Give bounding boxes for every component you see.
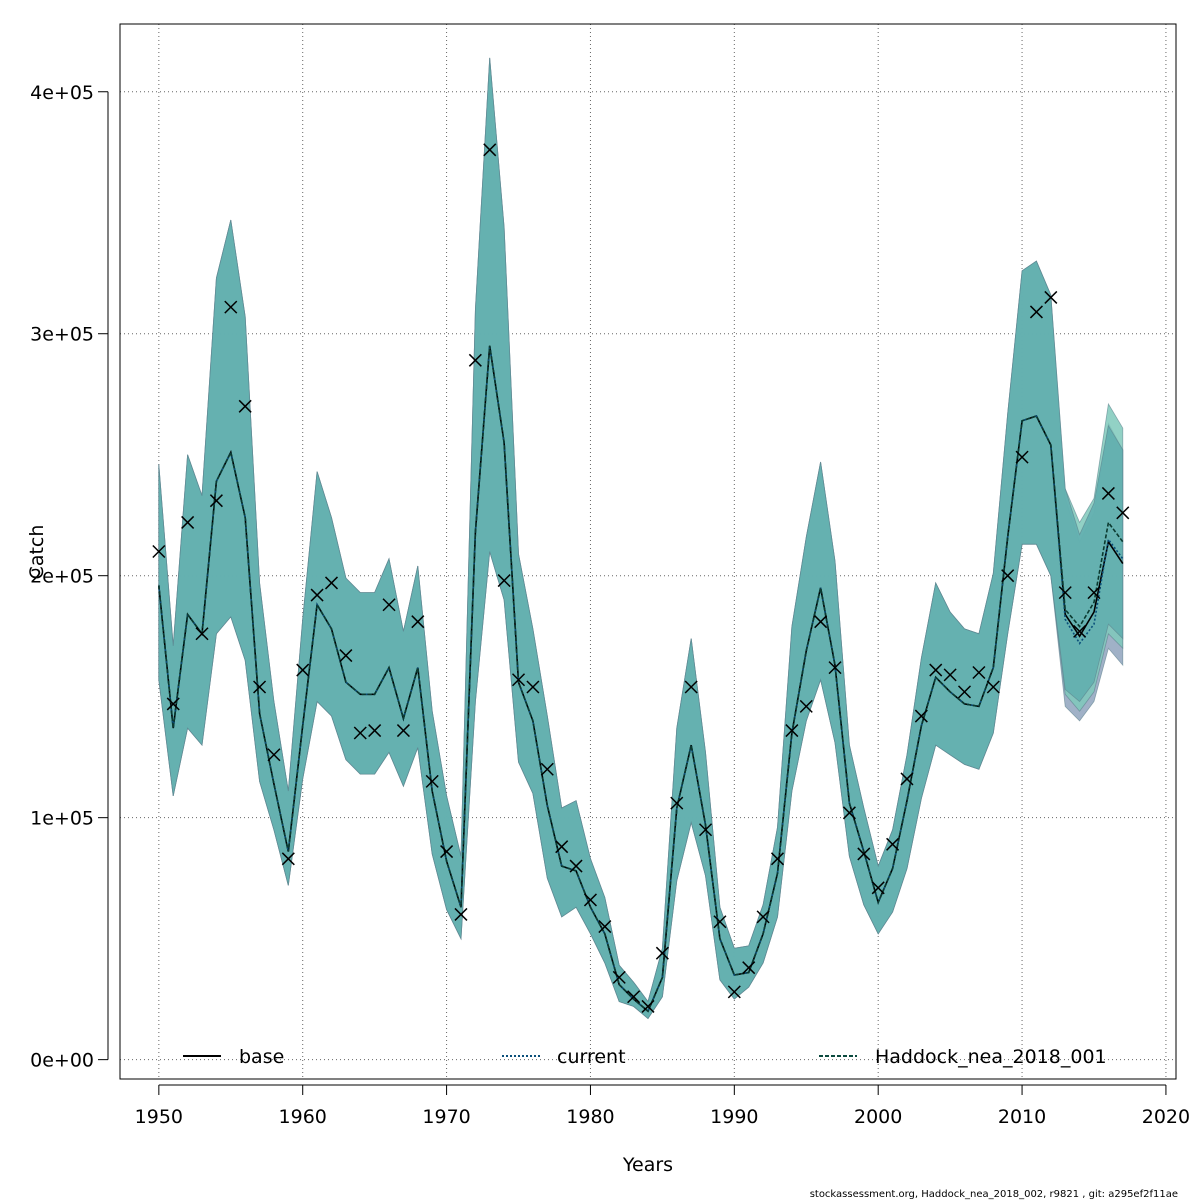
observed-point-1959 bbox=[281, 852, 295, 866]
observed-point-2012 bbox=[1044, 290, 1058, 304]
observed-point-1991 bbox=[742, 961, 756, 975]
observed-point-1950 bbox=[152, 544, 166, 559]
observed-point-2003 bbox=[914, 709, 928, 723]
footer-credit: stockassessment.org, Haddock_nea_2018_00… bbox=[810, 1189, 1178, 1200]
x-tick-label-1980: 1980 bbox=[566, 1106, 614, 1128]
observed-point-1967 bbox=[396, 724, 410, 738]
observed-point-1972 bbox=[468, 353, 482, 367]
observed-point-2009 bbox=[1001, 569, 1015, 583]
estimate-lines bbox=[158, 345, 1124, 1013]
legend-label-base: base bbox=[239, 1046, 284, 1068]
observed-point-2015 bbox=[1087, 586, 1101, 600]
band-Haddock_nea_2018_001 bbox=[158, 57, 1124, 1020]
observed-point-2016 bbox=[1101, 486, 1115, 500]
observed-point-1990 bbox=[727, 985, 741, 999]
observed-point-1953 bbox=[195, 627, 209, 641]
observed-point-1985 bbox=[655, 946, 669, 960]
observed-point-1994 bbox=[785, 724, 799, 738]
observed-point-1965 bbox=[368, 724, 382, 738]
x-tick-label-2000: 2000 bbox=[854, 1106, 902, 1128]
x-tick-label-1990: 1990 bbox=[710, 1106, 758, 1128]
legend-label-current: current bbox=[557, 1046, 626, 1068]
observed-point-1956 bbox=[238, 399, 252, 413]
line-Haddock_nea_2018_001 bbox=[158, 345, 1124, 1013]
band-current bbox=[158, 57, 1124, 1020]
observed-point-1992 bbox=[756, 910, 770, 924]
y-tick-label-1: 1e+05 bbox=[30, 808, 94, 830]
observed-point-1995 bbox=[799, 699, 813, 713]
observed-point-1976 bbox=[526, 680, 540, 694]
observed-point-1957 bbox=[253, 680, 267, 694]
observed-point-1986 bbox=[670, 796, 684, 810]
y-tick-label-3: 3e+05 bbox=[30, 324, 94, 346]
observed-point-1955 bbox=[224, 300, 238, 314]
observed-point-1952 bbox=[181, 515, 195, 529]
observed-point-2007 bbox=[972, 665, 986, 680]
observed-point-1962 bbox=[324, 576, 339, 590]
plot-frame bbox=[119, 23, 1177, 1080]
confidence-bands bbox=[158, 57, 1124, 1020]
observed-point-1964 bbox=[353, 726, 367, 740]
observed-point-1970 bbox=[440, 845, 454, 859]
legend: base current Haddock_nea_2018_001 bbox=[183, 1046, 1107, 1068]
observed-point-1987 bbox=[684, 680, 698, 694]
observed-point-2013 bbox=[1058, 586, 1072, 600]
legend-label-haddock: Haddock_nea_2018_001 bbox=[875, 1046, 1107, 1068]
y-tick-label-0: 0e+00 bbox=[30, 1050, 94, 1072]
observed-point-1954 bbox=[209, 494, 223, 508]
y-tick-label-2: 2e+05 bbox=[30, 566, 94, 588]
observed-point-1978 bbox=[555, 840, 569, 854]
observed-point-2014 bbox=[1073, 624, 1087, 638]
observed-point-1960 bbox=[296, 663, 310, 677]
observed-point-2004 bbox=[929, 663, 943, 677]
x-tick-label-1950: 1950 bbox=[135, 1106, 183, 1128]
observed-point-1988 bbox=[699, 823, 713, 837]
observed-point-1993 bbox=[770, 852, 785, 866]
observed-point-1958 bbox=[267, 748, 281, 762]
x-tick-label-1970: 1970 bbox=[422, 1106, 470, 1128]
observed-point-2008 bbox=[986, 680, 1000, 694]
observed-point-1977 bbox=[540, 762, 554, 776]
observed-points bbox=[152, 143, 1130, 1013]
observed-point-1968 bbox=[411, 615, 425, 629]
observed-point-1973 bbox=[483, 143, 497, 157]
observed-point-1998 bbox=[842, 806, 856, 820]
observed-point-2005 bbox=[943, 668, 957, 682]
observed-point-1989 bbox=[713, 915, 727, 929]
observed-point-1996 bbox=[814, 615, 828, 629]
observed-point-1979 bbox=[569, 859, 583, 873]
observed-point-1963 bbox=[339, 649, 353, 663]
x-tick-label-1960: 1960 bbox=[279, 1106, 327, 1128]
observed-point-2002 bbox=[900, 772, 914, 786]
observed-point-1966 bbox=[382, 598, 396, 612]
observed-point-2000 bbox=[871, 881, 885, 895]
observed-point-1961 bbox=[310, 588, 324, 602]
observed-point-1975 bbox=[511, 673, 526, 687]
x-tick-label-2010: 2010 bbox=[998, 1106, 1046, 1128]
axes: 1950 1960 1970 1980 1990 2000 2010 2020 0e+00 1e+… bbox=[30, 82, 1190, 1128]
y-axis-title: Catch bbox=[26, 525, 48, 580]
observed-point-1951 bbox=[166, 697, 180, 711]
y-tick-label-4: 4e+05 bbox=[30, 82, 94, 104]
observed-point-1997 bbox=[828, 661, 842, 675]
observed-point-2017 bbox=[1116, 506, 1130, 520]
observed-point-1982 bbox=[612, 970, 626, 984]
observed-point-2010 bbox=[1015, 450, 1029, 464]
x-tick-label-2020: 2020 bbox=[1142, 1106, 1190, 1128]
observed-point-1984 bbox=[641, 999, 655, 1013]
observed-point-1983 bbox=[627, 990, 641, 1004]
band-base bbox=[158, 57, 1124, 1020]
observed-point-2011 bbox=[1029, 305, 1043, 319]
observed-point-1981 bbox=[598, 920, 612, 934]
observed-point-2006 bbox=[957, 685, 972, 699]
observed-point-1999 bbox=[857, 847, 871, 861]
x-axis-title: Years bbox=[622, 1154, 673, 1176]
observed-point-1980 bbox=[583, 893, 597, 907]
observed-point-2001 bbox=[886, 837, 900, 851]
observed-point-1971 bbox=[454, 907, 468, 921]
observed-point-1969 bbox=[425, 774, 439, 788]
observed-point-1974 bbox=[497, 574, 511, 588]
